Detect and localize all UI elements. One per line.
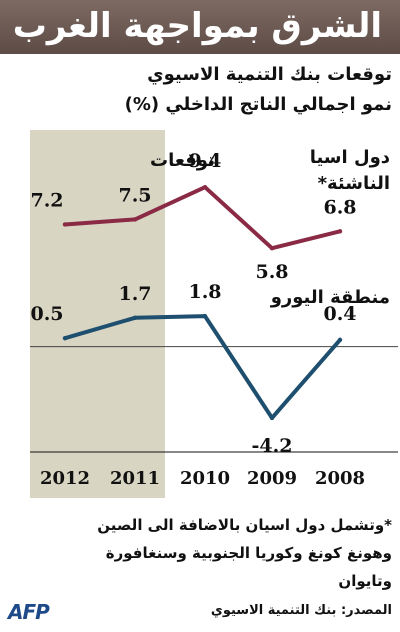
source-note: المصدر: بنك التنمية الاسيوي — [210, 603, 392, 618]
x-tick-label: 2011 — [110, 468, 160, 489]
x-tick-label: 2010 — [180, 468, 230, 489]
data-label: 7.5 — [118, 184, 151, 206]
data-point — [62, 222, 68, 227]
data-label: 7.2 — [30, 189, 63, 211]
x-tick-label: 2008 — [315, 468, 365, 489]
title-bar: الشرق بمواجهة الغرب — [0, 0, 400, 54]
chart-unit-label: نمو اجمالي الناتج الداخلي (%) — [124, 94, 392, 115]
data-point — [337, 229, 343, 234]
data-point — [269, 246, 275, 251]
data-label: 0.5 — [30, 303, 63, 325]
x-tick-label: 2009 — [247, 468, 297, 489]
legend-asia-line1: دول اسيا — [309, 147, 390, 168]
footnote-line3: وتايوان — [338, 572, 392, 590]
data-point — [132, 217, 138, 222]
chart-subtitle: توقعات بنك التنمية الاسيوي — [147, 64, 392, 85]
line-chart: توقعات 2012 2011 2010 2009 2008 7.2 7.5 9.4 5.8 6.… — [30, 130, 398, 498]
data-point — [337, 337, 343, 343]
legend-asia-line2: الناشئة* — [317, 173, 390, 194]
data-label: 6.8 — [323, 196, 356, 218]
data-point — [62, 335, 68, 341]
legend-eurozone: منطقة اليورو — [270, 287, 390, 308]
data-point — [132, 315, 138, 321]
forecast-label: توقعات — [150, 150, 215, 171]
data-label: 9.4 — [188, 150, 221, 172]
footnote-line2: وهونغ كونغ وكوريا الجنوبية وسنغافورة — [105, 544, 392, 562]
forecast-band — [30, 130, 165, 498]
data-point — [202, 184, 208, 190]
data-label: 1.8 — [188, 281, 221, 303]
data-label: 5.8 — [255, 261, 288, 283]
x-tick-label: 2012 — [40, 468, 90, 489]
data-point — [202, 313, 208, 319]
afp-logo: AFP — [8, 600, 50, 624]
data-label: 1.7 — [118, 283, 151, 305]
footnote-line1: *وتشمل دول اسيان بالاضافة الى الصين — [97, 516, 392, 534]
chart-title: الشرق بمواجهة الغرب — [12, 6, 382, 46]
data-label: -4.2 — [252, 435, 293, 457]
data-label: 0.4 — [323, 303, 356, 325]
data-point — [269, 415, 275, 421]
